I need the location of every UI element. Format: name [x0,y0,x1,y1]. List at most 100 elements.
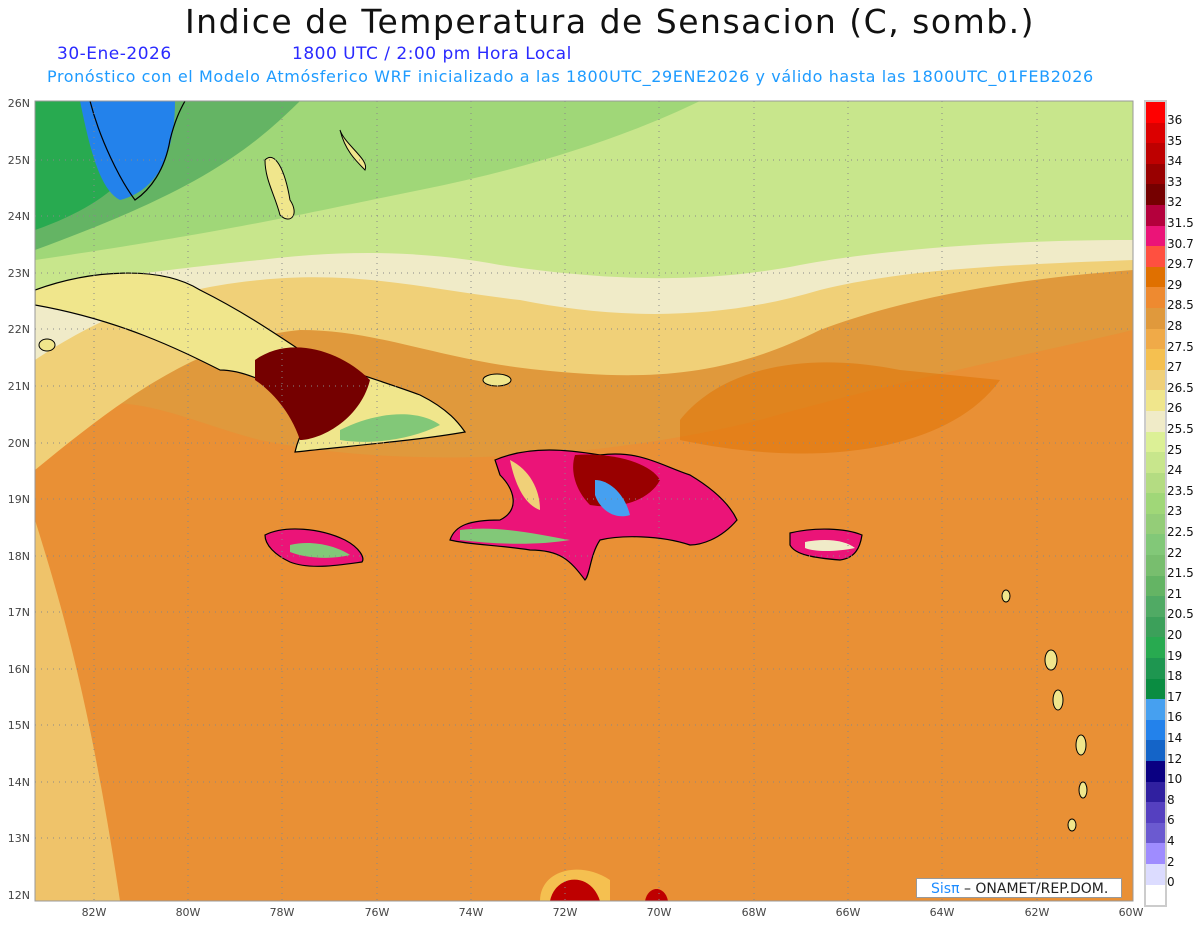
graticule [35,101,1133,901]
lat-label: 19N [8,493,30,506]
lon-label: 78W [270,906,295,919]
lon-label: 76W [365,906,390,919]
colorbar-swatch [1146,884,1165,906]
colorbar-label: 0 [1167,875,1175,890]
colorbar-swatch [1146,472,1165,494]
model-subtitle: Pronóstico con el Modelo Atmósferico WRF… [47,67,1094,86]
colorbar-swatch [1146,431,1165,453]
colorbar-swatch [1146,699,1165,720]
lat-label: 26N [8,97,30,110]
colorbar-swatch [1146,781,1165,803]
lat-label: 25N [8,154,30,167]
colorbar-label: 19 [1167,648,1183,663]
colorbar-swatch [1146,266,1165,288]
colorbar-label: 33 [1167,174,1183,189]
colorbar-swatch [1146,616,1165,638]
colorbar-label: 22.5 [1167,525,1194,539]
colorbar-label: 22 [1167,545,1183,560]
colorbar-label: 28 [1167,319,1183,333]
colorbar-swatch [1146,740,1165,761]
lat-label: 15N [8,719,30,732]
colorbar-swatch [1146,513,1165,535]
lat-label: 20N [8,437,30,450]
colorbar-swatch [1146,678,1165,700]
lon-label: 82W [82,906,107,919]
credit-box: Sisπ – ONAMET/REP.DOM. [916,878,1122,898]
forecast-time: 1800 UTC / 2:00 pm Hora Local [292,44,572,64]
lon-label: 60W [1119,906,1144,919]
colorbar-swatch [1146,596,1165,617]
credit-text: – ONAMET/REP.DOM. [963,881,1109,897]
colorbar-swatch [1146,637,1165,659]
colorbar-swatch [1146,761,1165,782]
colorbar-swatch [1146,102,1165,123]
colorbar-label: 4 [1167,834,1175,848]
colorbar-label: 18 [1167,669,1183,684]
colorbar-label: 24 [1167,463,1183,478]
colorbar-label: 21 [1167,586,1183,601]
map-fill [35,101,1133,901]
lat-label: 14N [8,776,30,789]
colorbar-label: 2 [1167,854,1175,869]
colorbar-label: 17 [1167,689,1183,704]
colorbar-swatch [1146,246,1165,267]
colorbar-label: 20 [1167,628,1183,642]
colorbar-label: 8 [1167,792,1175,807]
colorbar-label: 28.5 [1167,298,1194,313]
colorbar-swatch [1146,863,1165,885]
longitude-labels: 82W 80W 78W 76W 74W 72W 70W 68W 66W 64W … [82,906,1144,919]
colorbar-swatch [1146,452,1165,473]
colorbar-label: 29 [1167,277,1183,292]
lon-label: 72W [553,906,578,919]
colorbar-swatch [1146,658,1165,679]
colorbar-swatch [1146,163,1165,185]
colorbar-swatch [1146,122,1165,144]
colorbar-label: 14 [1167,731,1183,745]
colorbar-swatch [1146,369,1165,391]
colorbar-label: 30.7 [1167,236,1194,251]
colorbar-swatch [1146,493,1165,514]
colorbar-label: 6 [1167,813,1175,828]
lon-label: 70W [647,906,672,919]
colorbar-label: 12 [1167,751,1183,766]
lat-label: 17N [8,606,30,619]
colorbar-swatch [1146,287,1165,308]
forecast-date: 30-Ene-2026 [57,44,172,64]
colorbar-label: 21.5 [1167,566,1194,581]
colorbar-swatch [1146,143,1165,164]
colorbar-label: 26 [1167,401,1183,416]
lat-label: 12N [8,889,30,902]
colorbar-swatch [1146,307,1165,329]
colorbar-label: 20.5 [1167,607,1194,622]
colorbar-swatch [1146,555,1165,576]
lon-label: 62W [1025,906,1050,919]
map-title: Indice de Temperatura de Sensacion (C, s… [184,2,1036,41]
lat-label: 18N [8,550,30,563]
colorbar-swatch [1146,410,1165,432]
latitude-labels: 26N 25N 24N 23N 22N 21N 20N 19N 18N 17N … [8,97,30,902]
colorbar-label: 34 [1167,154,1183,169]
lat-label: 16N [8,663,30,676]
colorbar-swatch [1146,349,1165,370]
colorbar-swatch [1146,184,1165,205]
colorbar-swatch [1146,575,1165,597]
lon-label: 74W [459,906,484,919]
colorbar-swatch [1146,843,1165,864]
sispi-logo: Sisπ [931,881,960,897]
colorbar-label: 36 [1167,113,1183,127]
colorbar-label: 29.7 [1167,257,1194,272]
colorbar-swatch [1146,822,1165,844]
lon-label: 66W [836,906,861,919]
colorbar-label: 27.5 [1167,339,1194,354]
colorbar-label: 25.5 [1167,422,1194,436]
lat-label: 24N [8,210,30,223]
colorbar-swatch [1146,225,1165,247]
lat-label: 23N [8,267,30,280]
colorbar-swatch [1146,534,1165,556]
colorbar-label: 16 [1167,710,1183,725]
lat-label: 21N [8,380,30,393]
colorbar-label: 23 [1167,504,1183,519]
lat-label: 22N [8,323,30,336]
colorbar-swatch [1146,328,1165,350]
